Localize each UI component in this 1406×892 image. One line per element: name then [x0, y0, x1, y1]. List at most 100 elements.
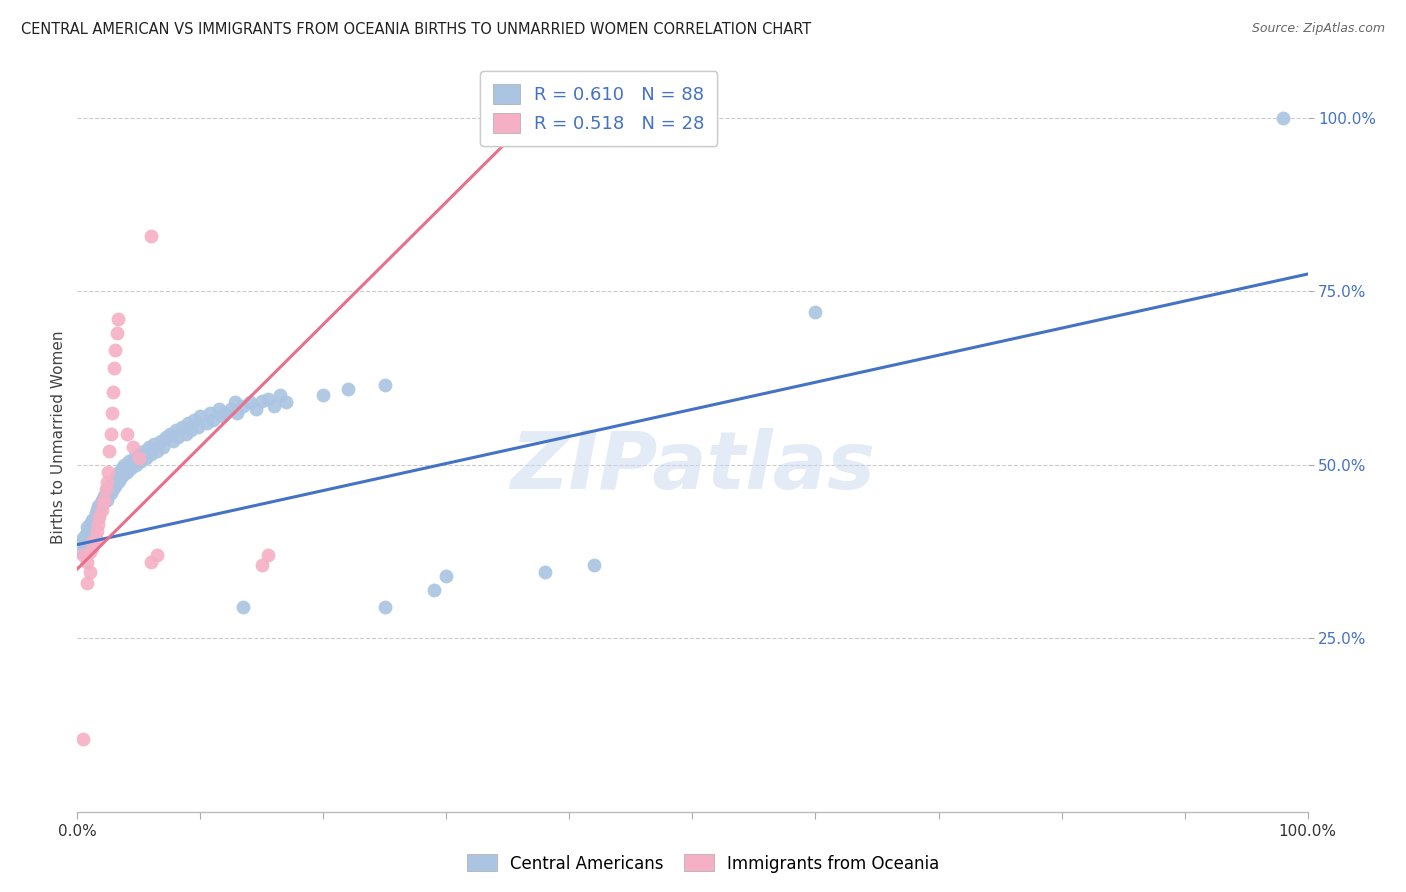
Text: Source: ZipAtlas.com: Source: ZipAtlas.com	[1251, 22, 1385, 36]
Point	[312, 388, 335, 402]
Point	[79, 566, 101, 580]
Point	[89, 507, 111, 521]
Point	[80, 524, 103, 538]
Point	[226, 406, 249, 420]
Point	[105, 468, 128, 483]
Point	[155, 430, 177, 444]
Point	[96, 492, 118, 507]
Point	[152, 441, 174, 455]
Point	[374, 378, 396, 392]
Point	[224, 395, 246, 409]
Point	[534, 566, 557, 580]
Point	[82, 516, 104, 531]
Point	[93, 492, 115, 507]
Point	[129, 454, 153, 468]
Point	[98, 478, 121, 492]
Point	[118, 454, 141, 468]
Point	[245, 402, 267, 417]
Point	[103, 472, 125, 486]
Point	[138, 441, 160, 455]
Point	[90, 492, 114, 507]
Point	[87, 516, 110, 531]
Point	[180, 423, 202, 437]
Point	[162, 434, 184, 448]
Point	[72, 548, 94, 562]
Point	[128, 450, 150, 465]
Point	[232, 399, 254, 413]
Point	[111, 468, 134, 483]
Point	[121, 441, 143, 455]
Point	[112, 458, 135, 472]
Point	[94, 485, 117, 500]
Point	[1272, 111, 1295, 125]
Point	[167, 430, 190, 444]
Point	[76, 520, 98, 534]
Point	[83, 509, 105, 524]
Point	[86, 503, 108, 517]
Point	[141, 228, 163, 243]
Point	[142, 437, 165, 451]
Point	[82, 513, 104, 527]
Legend: Central Americans, Immigrants from Oceania: Central Americans, Immigrants from Ocean…	[460, 847, 946, 880]
Point	[250, 558, 273, 573]
Point	[101, 475, 124, 490]
Point	[101, 384, 124, 399]
Point	[269, 388, 291, 402]
Point	[100, 485, 122, 500]
Point	[146, 548, 169, 562]
Point	[177, 416, 200, 430]
Point	[100, 426, 122, 441]
Point	[91, 496, 114, 510]
Point	[91, 496, 114, 510]
Point	[211, 409, 233, 424]
Point	[115, 426, 138, 441]
Point	[132, 444, 155, 458]
Point	[107, 475, 129, 490]
Y-axis label: Births to Unmarried Women: Births to Unmarried Women	[51, 330, 66, 544]
Point	[76, 555, 98, 569]
Point	[201, 413, 224, 427]
Point	[257, 392, 280, 406]
Point	[146, 444, 169, 458]
Point	[108, 465, 131, 479]
Point	[84, 531, 107, 545]
Legend: R = 0.610   N = 88, R = 0.518   N = 28: R = 0.610 N = 88, R = 0.518 N = 28	[479, 71, 717, 145]
Point	[804, 305, 827, 319]
Point	[76, 575, 98, 590]
Point	[86, 524, 108, 538]
Point	[239, 395, 262, 409]
Point	[110, 472, 132, 486]
Point	[183, 413, 205, 427]
Point	[73, 541, 96, 555]
Point	[72, 731, 94, 746]
Point	[276, 395, 298, 409]
Point	[103, 360, 125, 375]
Text: CENTRAL AMERICAN VS IMMIGRANTS FROM OCEANIA BIRTHS TO UNMARRIED WOMEN CORRELATIO: CENTRAL AMERICAN VS IMMIGRANTS FROM OCEA…	[21, 22, 811, 37]
Point	[107, 312, 129, 326]
Point	[150, 434, 173, 448]
Point	[84, 507, 107, 521]
Point	[97, 465, 120, 479]
Point	[70, 534, 93, 549]
Point	[128, 447, 150, 461]
Point	[79, 544, 101, 558]
Point	[195, 416, 218, 430]
Point	[94, 482, 117, 496]
Point	[104, 478, 127, 492]
Point	[165, 423, 187, 437]
Point	[105, 326, 128, 340]
Point	[79, 516, 101, 531]
Point	[188, 409, 212, 424]
Point	[159, 426, 181, 441]
Point	[200, 406, 222, 420]
Point	[90, 503, 114, 517]
Point	[208, 402, 231, 417]
Point	[122, 450, 145, 465]
Point	[93, 489, 115, 503]
Point	[141, 555, 163, 569]
Point	[250, 394, 273, 409]
Point	[219, 402, 242, 417]
Point	[170, 419, 193, 434]
Point	[101, 406, 124, 420]
Point	[174, 426, 197, 441]
